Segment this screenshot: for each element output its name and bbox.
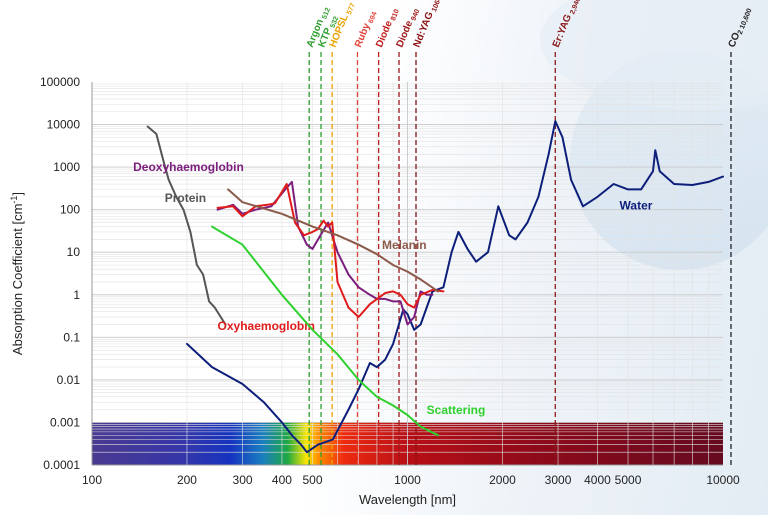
y-tick-label: 10000	[47, 118, 81, 132]
y-tick-label: 100	[60, 203, 80, 217]
series-label-melanin: Melanin	[382, 238, 427, 252]
x-tick-label: 5000	[615, 473, 642, 487]
laser-wavelength: 577	[346, 2, 357, 16]
series-line-water	[186, 120, 724, 454]
laser-label: Nd:YAG1064	[412, 0, 444, 49]
x-tick-label: 200	[177, 473, 197, 487]
y-axis-title-main: Absorption Coefficient [cm	[10, 204, 25, 356]
laser-wavelength: 940	[410, 8, 421, 22]
laser-name: CO	[727, 31, 743, 49]
x-tick-label: 3000	[545, 473, 572, 487]
y-tick-label: 0.001	[50, 415, 80, 429]
series-line-scattering	[211, 225, 440, 437]
series-label-deoxyhaemoglobin: Deoxyhaemoglobin	[133, 160, 244, 174]
x-axis-title: Wavelength [nm]	[359, 492, 456, 507]
x-tick-label: 4000	[584, 473, 611, 487]
axes: 0.0001 0.001 0.01 0.1 1 10 100 1000 10000 100000 1…	[9, 75, 740, 507]
series-label-water: Water	[620, 199, 653, 213]
laser-wavelength: 694	[368, 11, 379, 25]
y-tick-label: 1	[73, 288, 80, 302]
laser-wavelength: 810	[390, 8, 401, 22]
x-tick-label: 300	[233, 473, 253, 487]
y-tick-label: 1000	[53, 160, 80, 174]
laser-name-sub: 2	[737, 29, 745, 35]
y-tick-label: 0.0001	[43, 458, 80, 472]
y-axis-title-close: ]	[10, 192, 25, 196]
series-label-scattering: Scattering	[427, 403, 486, 417]
series-label-protein: Protein	[165, 191, 206, 205]
y-axis-title: Absorption Coefficient [cm-1]	[9, 192, 25, 355]
laser-name: Diode	[374, 19, 395, 49]
x-tick-label: 10000	[706, 473, 740, 487]
x-tick-label: 2000	[489, 473, 516, 487]
x-tick-label: 100	[82, 473, 102, 487]
x-tick-label: 500	[303, 473, 323, 487]
y-tick-label: 0.1	[63, 330, 80, 344]
laser-name: Ruby	[353, 21, 373, 49]
data-series: Protein Water Deoxyhaemoglobin Oxyhaemoglob…	[133, 120, 724, 454]
background-decoration	[540, 0, 768, 270]
y-axis-title-sup: -1	[9, 196, 19, 204]
series-line-protein	[146, 125, 227, 326]
laser-wavelength: 1064	[431, 0, 443, 13]
series-label-oxyhaemoglobin: Oxyhaemoglobin	[218, 319, 315, 333]
laser-wavelength: 532	[329, 16, 340, 30]
series-line-deoxyhaemoglobin	[216, 180, 434, 326]
y-tick-label: 100000	[40, 75, 80, 89]
laser-wavelength: 512	[321, 7, 332, 21]
series-line-oxyhaemoglobin	[216, 183, 445, 318]
x-tick-label: 1000	[394, 473, 421, 487]
y-tick-label: 10	[67, 245, 81, 259]
series-line-melanin	[227, 188, 440, 293]
x-tick-label: 400	[272, 473, 292, 487]
y-tick-label: 0.01	[57, 373, 81, 387]
